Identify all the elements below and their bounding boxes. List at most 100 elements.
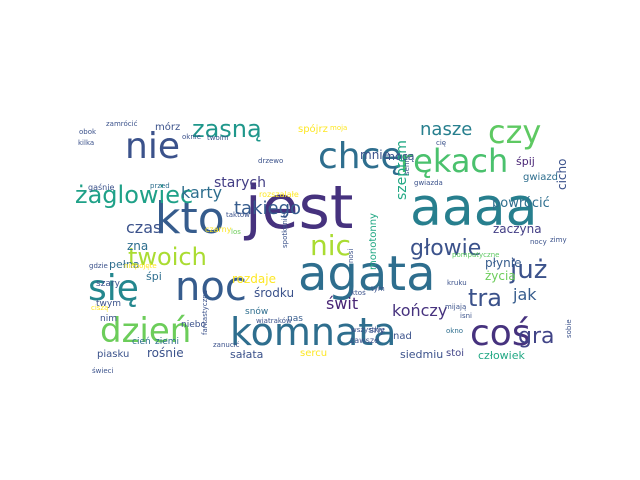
cloud-word: nas [287, 314, 303, 324]
cloud-word: życia [485, 269, 516, 283]
cloud-word: zna [127, 239, 148, 253]
cloud-word: nocy [530, 238, 547, 246]
cloud-word: spotkanie [281, 214, 289, 248]
cloud-word: zimy [550, 236, 567, 244]
cloud-word: ciszą [91, 304, 108, 312]
cloud-word: komnata [230, 310, 396, 354]
cloud-word: mijają [445, 303, 466, 311]
cloud-word: tra [468, 284, 502, 312]
cloud-word: snów [245, 306, 268, 317]
cloud-word: kończy [392, 301, 447, 320]
cloud-word: nosi [347, 249, 355, 263]
cloud-word: rozszalałe [259, 190, 299, 199]
cloud-word: gaśnie [88, 182, 114, 192]
cloud-word: człowiek [478, 349, 525, 362]
cloud-word: ktoś [351, 289, 366, 297]
cloud-word: sobie [565, 319, 573, 338]
cloud-word: kruku [447, 279, 467, 287]
cloud-word: aaaa [410, 178, 537, 238]
cloud-word: stoi [446, 348, 464, 359]
cloud-word: rośnie [147, 346, 184, 360]
cloud-word: głowie [410, 236, 481, 261]
cloud-word: pompatyczne [452, 251, 499, 259]
cloud-word: ziemi [155, 337, 179, 347]
cloud-word: takiego [234, 198, 301, 219]
cloud-word: okno [446, 327, 463, 335]
cloud-word: płynie [485, 256, 521, 270]
cloud-word: fantastyczne [201, 290, 209, 335]
cloud-word: się [88, 268, 139, 309]
cloud-word: przed [150, 182, 170, 190]
cloud-word: twym [96, 299, 121, 309]
cloud-word: powrócić [492, 196, 550, 211]
cloud-word: twoim [207, 134, 229, 142]
cloud-word: szeptem [394, 140, 410, 200]
cloud-word: sercu [300, 348, 327, 359]
cloud-word: tym [371, 285, 385, 293]
cloud-word: rękach [400, 142, 508, 180]
cloud-word: jest [243, 173, 353, 243]
cloud-word: mórz [155, 121, 180, 133]
cloud-word: agata [298, 246, 436, 302]
cloud-word: śpi [146, 270, 162, 283]
cloud-word: nocą [388, 150, 415, 163]
cloud-word: nic [310, 229, 351, 262]
cloud-word: zanucić [213, 341, 240, 349]
cloud-word: czarny [205, 225, 232, 234]
cloud-word: pełna [109, 258, 140, 271]
cloud-word: twoich [128, 243, 207, 271]
cloud-word: nim [100, 314, 117, 324]
cloud-word: świeci [92, 367, 113, 375]
cloud-word: siedmiu [400, 348, 443, 361]
cloud-word: oknie [182, 133, 201, 141]
cloud-word: chcę [318, 136, 403, 177]
cloud-word: kto [155, 193, 225, 244]
cloud-word: zawsze [350, 336, 379, 345]
cloud-word: drzewo [258, 157, 283, 165]
cloud-word: taktów [226, 211, 250, 219]
cloud-word: jak [512, 285, 537, 304]
cloud-word: już [509, 255, 547, 285]
cloud-word: los [231, 228, 241, 236]
cloud-word: zaczyna [493, 222, 542, 236]
cloud-word: śpij [516, 155, 535, 168]
cloud-word: środku [254, 286, 294, 300]
cloud-word: gwiazd [523, 172, 558, 183]
cloud-word: monotonny [368, 213, 379, 270]
cloud-word: kilka [78, 139, 94, 147]
cloud-word: piasku [97, 349, 129, 360]
cloud-word: niepojęte [124, 262, 157, 270]
cloud-word: cię [436, 139, 446, 147]
cloud-word: zamrócić [106, 120, 138, 128]
cloud-word: czas [126, 218, 161, 237]
cloud-word: nie [125, 126, 180, 167]
cloud-word: gwiazda [414, 179, 443, 187]
cloud-word: moja [330, 124, 347, 132]
cloud-word: wszystkie [351, 326, 385, 334]
cloud-word: niebo [181, 320, 206, 330]
cloud-word: zasną [192, 115, 262, 143]
cloud-word: isni [460, 312, 472, 320]
cloud-word: sny [369, 326, 385, 336]
cloud-word: wiatraków [256, 317, 292, 325]
cloud-word: spójrz [298, 123, 328, 135]
cloud-word: karty [181, 183, 222, 202]
cloud-word: nasze [420, 119, 472, 140]
cloud-word: gdzie [89, 262, 108, 270]
cloud-word: mnie [360, 148, 390, 162]
cloud-word: czy [488, 113, 541, 151]
cloud-word: nad [393, 331, 412, 342]
cloud-word: coś [470, 313, 531, 354]
cloud-word: starych [214, 175, 266, 191]
cloud-word: szary [96, 279, 121, 289]
cloud-word: sałata [230, 348, 263, 361]
cloud-word: żaglowiec [75, 181, 193, 209]
cloud-word: cicho [555, 159, 569, 190]
cloud-word: noc [175, 264, 247, 310]
cloud-word: gra [518, 324, 555, 349]
cloud-word: dzień [100, 311, 191, 351]
cloud-word: senne [403, 154, 411, 175]
cloud-word: obok [79, 128, 97, 136]
cloud-word: świt [326, 294, 358, 313]
